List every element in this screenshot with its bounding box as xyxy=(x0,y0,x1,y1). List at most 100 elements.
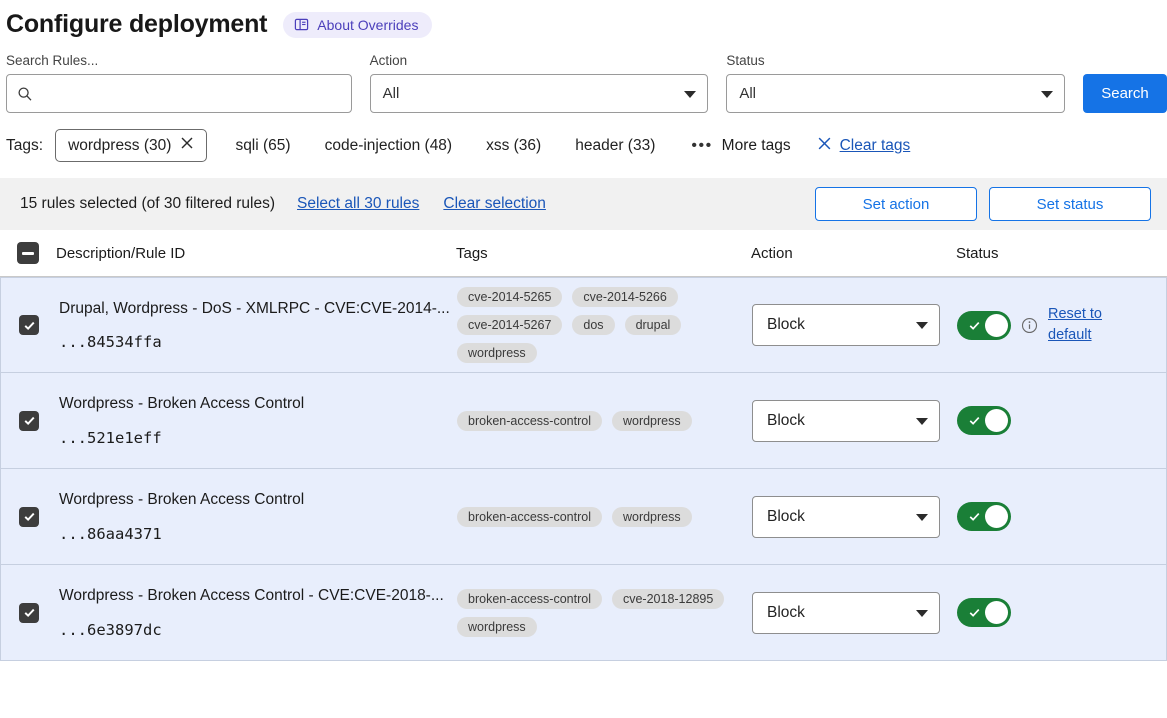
row-action-select[interactable]: Block xyxy=(752,399,940,442)
tag-chip-selected[interactable]: wordpress (30) xyxy=(55,129,208,162)
row-checkbox[interactable] xyxy=(19,410,39,431)
rule-tag: cve-2014-5267 xyxy=(457,315,563,335)
check-icon xyxy=(24,512,34,522)
rule-tag: wordpress xyxy=(457,616,537,637)
table-row[interactable]: Wordpress - Broken Access Control ...86a… xyxy=(0,469,1167,565)
chevron-down-icon xyxy=(916,513,928,521)
row-checkbox-cell xyxy=(1,602,57,623)
rule-description: Wordpress - Broken Access Control xyxy=(59,395,305,413)
select-all-checkbox[interactable] xyxy=(17,242,39,264)
clear-tags-button[interactable]: Clear tags xyxy=(817,136,911,156)
book-panel-icon xyxy=(294,17,309,32)
action-filter-select[interactable]: All xyxy=(369,74,709,113)
row-action-cell: Block xyxy=(752,591,957,634)
row-action-select[interactable]: Block xyxy=(752,591,940,634)
rule-tag: wordpress xyxy=(611,506,692,527)
column-header-action: Action xyxy=(751,244,793,262)
status-label: Status xyxy=(726,53,765,68)
tag-option-header[interactable]: header (33) xyxy=(575,136,656,154)
rules-table: Description/Rule ID Tags Action Status D… xyxy=(0,230,1167,661)
more-tags-button[interactable]: ••• More tags xyxy=(691,137,790,155)
rule-id: ...521e1eff xyxy=(59,428,162,447)
row-description-cell: Wordpress - Broken Access Control ...86a… xyxy=(57,490,457,543)
row-status-toggle[interactable] xyxy=(957,502,1011,531)
row-status-toggle[interactable] xyxy=(957,310,1011,340)
action-field-group: Action All xyxy=(369,53,709,113)
status-field-group: Status All xyxy=(726,53,1065,113)
row-status-toggle[interactable] xyxy=(957,406,1011,435)
search-icon xyxy=(17,86,33,102)
select-all-checkbox-cell xyxy=(0,242,56,264)
check-icon xyxy=(969,321,980,330)
search-field-group: Search Rules... xyxy=(6,53,352,113)
row-action-select[interactable]: Block xyxy=(752,495,940,538)
filter-row: Search Rules... Action All Status All Se… xyxy=(0,39,1167,113)
row-tags-cell: broken-access-control wordpress xyxy=(457,506,752,527)
chevron-down-icon xyxy=(916,417,928,425)
toggle-knob xyxy=(985,601,1008,624)
toggle-knob xyxy=(985,409,1008,432)
tag-option-xss[interactable]: xss (36) xyxy=(486,136,542,154)
chevron-down-icon xyxy=(1041,90,1053,98)
select-all-link[interactable]: Select all 30 rules xyxy=(297,195,420,212)
tag-chip-label: wordpress (30) xyxy=(68,136,172,154)
toggle-knob xyxy=(985,505,1008,528)
rule-tag: broken-access-control xyxy=(457,506,602,527)
reset-to-default-link[interactable]: Reset to default xyxy=(1048,305,1102,343)
table-row[interactable]: Wordpress - Broken Access Control - CVE:… xyxy=(0,565,1167,661)
row-status-cell: Reset to default xyxy=(957,304,1166,346)
info-icon[interactable] xyxy=(1021,317,1038,334)
toggle-knob xyxy=(985,313,1008,337)
selection-links: Select all 30 rules Clear selection xyxy=(297,195,546,213)
row-tags-cell: broken-access-control wordpress xyxy=(457,410,752,431)
set-action-button[interactable]: Set action xyxy=(815,187,977,221)
tag-option-sqli[interactable]: sqli (65) xyxy=(235,136,291,154)
about-overrides-pill[interactable]: About Overrides xyxy=(283,11,433,38)
row-checkbox-cell xyxy=(1,506,57,527)
row-checkbox-cell xyxy=(1,315,57,335)
tag-option-code-injection[interactable]: code-injection (48) xyxy=(324,136,453,154)
table-row[interactable]: Drupal, Wordpress - DoS - XMLRPC - CVE:C… xyxy=(0,277,1167,373)
search-button[interactable]: Search xyxy=(1083,74,1167,113)
row-status-toggle[interactable] xyxy=(957,598,1011,627)
row-description-cell: Wordpress - Broken Access Control ...521… xyxy=(57,394,457,447)
tags-filter-row: Tags: wordpress (30) sqli (65) code-inje… xyxy=(0,113,1167,162)
rule-tag: wordpress xyxy=(457,343,537,363)
set-status-button[interactable]: Set status xyxy=(989,187,1151,221)
close-icon[interactable] xyxy=(180,136,194,155)
page-title: Configure deployment xyxy=(6,10,268,38)
rule-tag: cve-2014-5265 xyxy=(457,287,563,307)
row-checkbox[interactable] xyxy=(19,506,39,527)
search-input-box[interactable] xyxy=(6,74,352,113)
row-checkbox[interactable] xyxy=(19,315,39,335)
row-action-value: Block xyxy=(767,603,805,621)
row-action-cell: Block xyxy=(752,399,957,442)
action-filter-value: All xyxy=(382,85,400,102)
rule-tag: broken-access-control xyxy=(457,588,602,609)
row-action-value: Block xyxy=(767,316,805,333)
row-action-value: Block xyxy=(767,507,805,525)
action-label: Action xyxy=(369,53,408,68)
rule-tag: drupal xyxy=(624,315,682,335)
row-description-cell: Drupal, Wordpress - DoS - XMLRPC - CVE:C… xyxy=(57,299,457,352)
clear-tags-label: Clear tags xyxy=(839,136,911,154)
check-icon xyxy=(24,416,34,426)
chevron-down-icon xyxy=(916,322,928,329)
check-icon xyxy=(24,321,34,330)
rule-id: ...84534ffa xyxy=(59,333,162,352)
check-icon xyxy=(969,416,980,425)
column-header-tags: Tags xyxy=(456,244,488,262)
rule-id: ...86aa4371 xyxy=(59,524,162,543)
search-input[interactable] xyxy=(41,84,341,103)
row-action-cell: Block xyxy=(752,495,957,538)
clear-selection-link[interactable]: Clear selection xyxy=(443,195,546,212)
table-row[interactable]: Wordpress - Broken Access Control ...521… xyxy=(0,373,1167,469)
rule-description: Wordpress - Broken Access Control xyxy=(59,491,305,509)
row-action-value: Block xyxy=(767,411,805,429)
about-overrides-label: About Overrides xyxy=(317,16,419,33)
row-checkbox[interactable] xyxy=(19,602,39,623)
rule-tag: broken-access-control xyxy=(457,410,602,431)
row-tags-cell: cve-2014-5265 cve-2014-5266 cve-2014-526… xyxy=(457,287,752,363)
row-action-select[interactable]: Block xyxy=(752,304,940,346)
status-filter-select[interactable]: All xyxy=(726,74,1065,113)
